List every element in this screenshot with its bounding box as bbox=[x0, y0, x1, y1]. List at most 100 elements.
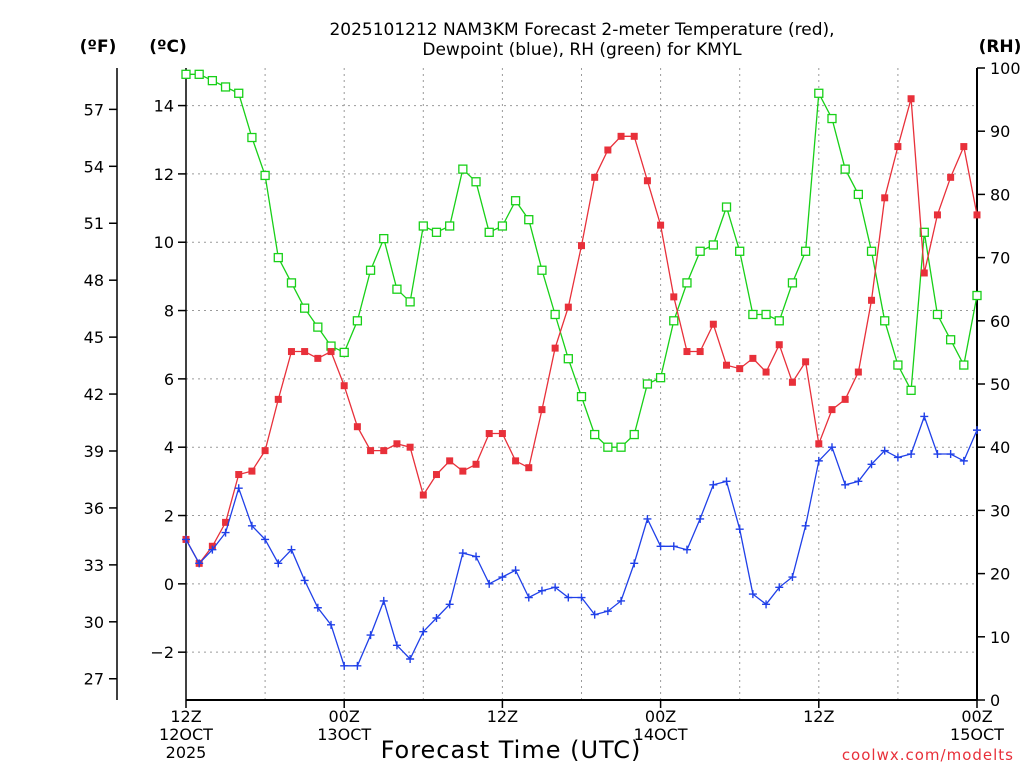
rh-point bbox=[313, 322, 323, 332]
temperature-point bbox=[973, 211, 981, 219]
time-tick-label: 00Z bbox=[961, 707, 992, 726]
dewpoint-point bbox=[340, 661, 349, 670]
dewpoint-point bbox=[379, 596, 388, 605]
temperature-point bbox=[327, 348, 335, 356]
temperature-point bbox=[894, 143, 902, 151]
dewpoint-point bbox=[247, 521, 256, 530]
chart-title-line1: 2025101212 NAM3KM Forecast 2-meter Tempe… bbox=[329, 20, 834, 40]
temperature-point bbox=[261, 447, 269, 455]
temperature-point bbox=[485, 430, 493, 438]
temperature-point bbox=[841, 395, 849, 403]
dewpoint-point bbox=[564, 593, 573, 602]
time-tick-label: 12Z bbox=[803, 707, 834, 726]
temperature-point bbox=[380, 447, 388, 455]
dewpoint-point bbox=[366, 631, 375, 640]
rh-point bbox=[207, 75, 218, 86]
rh-point bbox=[286, 278, 297, 288]
temperature-point bbox=[657, 221, 665, 229]
dewpoint-point bbox=[735, 525, 744, 534]
temperature-point bbox=[749, 354, 757, 362]
temperature-point bbox=[432, 471, 440, 479]
fahrenheit-tick-label: 48 bbox=[84, 271, 104, 290]
rh-point bbox=[247, 132, 257, 143]
rh-tick-label: 20 bbox=[990, 565, 1010, 584]
rh-point bbox=[655, 373, 666, 383]
rh-tick-label: 50 bbox=[990, 375, 1010, 394]
chart-title-line2: Dewpoint (blue), RH (green) for KMYL bbox=[422, 40, 742, 60]
rh-axis-label: (RH) bbox=[979, 37, 1022, 57]
celsius-tick-label: 14 bbox=[154, 97, 174, 116]
temperature-point bbox=[446, 457, 454, 465]
dewpoint-point bbox=[867, 460, 876, 469]
temperature-point bbox=[538, 406, 546, 414]
dewpoint-point bbox=[274, 559, 283, 568]
rh-point bbox=[787, 278, 798, 288]
dewpoint-point bbox=[617, 596, 626, 605]
time-tick-label: 00Z bbox=[645, 707, 676, 726]
temperature-point bbox=[393, 440, 401, 448]
celsius-tick-label: 12 bbox=[154, 165, 174, 184]
dewpoint-point bbox=[327, 620, 336, 629]
rh-tick-label: 60 bbox=[990, 312, 1010, 331]
rh-ticks: 0 10 20 30 40 50 60 70 80 90 100 bbox=[977, 59, 1021, 710]
rh-point bbox=[748, 309, 758, 320]
temperature-point bbox=[683, 348, 691, 356]
rh-point bbox=[814, 88, 824, 98]
dewpoint-point bbox=[261, 535, 270, 544]
temperature-point bbox=[406, 443, 414, 451]
rh-point bbox=[880, 316, 890, 326]
dewpoint-point bbox=[814, 456, 823, 465]
temperature-point bbox=[907, 95, 915, 103]
rh-series bbox=[181, 69, 982, 452]
temperature-point bbox=[788, 378, 796, 386]
temperature-point bbox=[920, 269, 928, 277]
temperature-point bbox=[828, 406, 836, 414]
temperature-point bbox=[630, 132, 638, 140]
fahrenheit-axis-label: (ºF) bbox=[80, 37, 117, 57]
rh-point bbox=[840, 164, 850, 174]
dewpoint-point bbox=[907, 450, 916, 459]
rh-point bbox=[484, 227, 494, 237]
temperature-point bbox=[222, 518, 230, 526]
rh-point bbox=[827, 113, 837, 124]
dewpoint-point bbox=[669, 542, 678, 551]
temperature-point bbox=[353, 423, 361, 431]
dewpoint-point bbox=[893, 453, 902, 462]
rh-point bbox=[497, 221, 508, 231]
temperature-point bbox=[815, 440, 823, 448]
rh-tick-label: 100 bbox=[990, 59, 1021, 78]
dewpoint-point bbox=[748, 590, 757, 599]
temperature-point bbox=[498, 430, 506, 438]
rh-point bbox=[682, 278, 692, 288]
rh-point bbox=[800, 246, 811, 256]
dewpoint-point bbox=[590, 610, 599, 619]
rh-point bbox=[866, 246, 877, 256]
rh-point bbox=[616, 442, 626, 452]
rh-point bbox=[629, 429, 639, 440]
rh-point bbox=[669, 316, 679, 326]
rh-point bbox=[510, 196, 521, 206]
dewpoint-point bbox=[933, 450, 942, 459]
rh-point bbox=[972, 290, 982, 301]
celsius-ticks: −2 0 2 4 6 8 10 12 14 bbox=[150, 97, 186, 662]
x-axis-title: Forecast Time (UTC) bbox=[381, 736, 642, 764]
rh-tick-label: 30 bbox=[990, 501, 1010, 520]
rh-point bbox=[735, 246, 745, 256]
rh-tick-label: 90 bbox=[990, 122, 1010, 141]
dewpoint-point bbox=[841, 480, 850, 489]
dewpoint-point bbox=[762, 600, 771, 609]
celsius-tick-label: 0 bbox=[164, 575, 174, 594]
temperature-line bbox=[185, 98, 978, 565]
temperature-point bbox=[670, 293, 678, 301]
temperature-point bbox=[512, 457, 520, 465]
temperature-point bbox=[960, 143, 968, 151]
temperature-point bbox=[301, 348, 309, 356]
temperature-point bbox=[723, 361, 731, 369]
dewpoint-point bbox=[300, 576, 309, 585]
temperature-point bbox=[340, 382, 348, 390]
rh-point bbox=[721, 202, 732, 212]
dewpoint-point bbox=[656, 542, 665, 551]
rh-tick-label: 40 bbox=[990, 438, 1010, 457]
dewpoint-point bbox=[603, 607, 612, 616]
dewpoint-point bbox=[973, 426, 981, 435]
